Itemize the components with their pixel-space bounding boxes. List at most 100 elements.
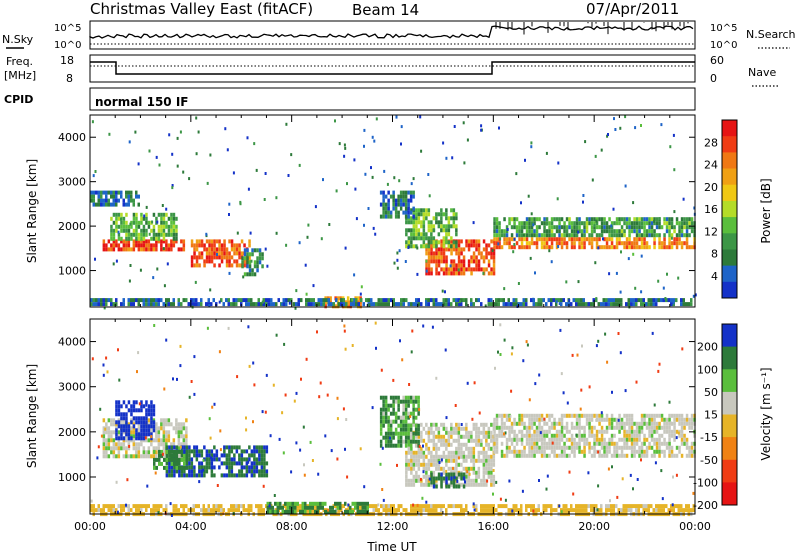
- heatmap-cell: [550, 298, 553, 303]
- heatmap-cell: [663, 441, 666, 446]
- heatmap-cell: [432, 298, 435, 303]
- heatmap-cell: [473, 381, 476, 385]
- heatmap-cell: [550, 302, 553, 307]
- heatmap-cell: [394, 427, 398, 432]
- heatmap-cell: [115, 198, 118, 203]
- heatmap-cell: [343, 143, 346, 147]
- heatmap-cell: [598, 217, 601, 222]
- heatmap-cell: [223, 247, 226, 252]
- heatmap-cell: [575, 229, 579, 234]
- heatmap-cell: [122, 504, 125, 509]
- heatmap-cell: [304, 509, 307, 514]
- heatmap-cell: [95, 302, 98, 307]
- heatmap-cell: [635, 380, 638, 384]
- heatmap-cell: [553, 425, 556, 430]
- heatmap-cell: [379, 423, 383, 428]
- heatmap-cell: [292, 302, 295, 307]
- heatmap-cell: [497, 504, 500, 509]
- heatmap-cell: [417, 208, 421, 213]
- heatmap-cell: [447, 438, 451, 443]
- heatmap-cell: [404, 427, 408, 432]
- heatmap-cell: [312, 284, 315, 288]
- heatmap-cell: [425, 216, 428, 221]
- heatmap-cell: [381, 488, 384, 491]
- heatmap-cell: [670, 429, 674, 434]
- heatmap-cell: [120, 194, 123, 199]
- heatmap-cell: [690, 421, 694, 426]
- heatmap-cell: [613, 433, 616, 438]
- heatmap-cell: [623, 429, 626, 434]
- heatmap-cell: [600, 413, 604, 418]
- heatmap-cell: [182, 442, 186, 447]
- heatmap-cell: [528, 413, 531, 418]
- heatmap-cell: [590, 225, 594, 230]
- heatmap-cell: [127, 424, 131, 429]
- heatmap-cell: [165, 243, 168, 248]
- heatmap-cell: [416, 272, 419, 276]
- heatmap-cell: [680, 245, 684, 250]
- heatmap-cell: [580, 449, 584, 454]
- heatmap-cell: [505, 425, 509, 430]
- heatmap-cell: [345, 302, 348, 307]
- heatmap-cell: [568, 437, 571, 442]
- heatmap-cell: [467, 482, 471, 487]
- heatmap-cell: [615, 425, 619, 430]
- heatmap-cell: [660, 417, 664, 422]
- heatmap-cell: [650, 429, 654, 434]
- heatmap-cell: [326, 509, 329, 514]
- nsearch-label: N.Search: [746, 28, 796, 41]
- heatmap-cell: [528, 225, 531, 230]
- heatmap-cell: [510, 302, 513, 307]
- nave-tick-top: 60: [710, 54, 724, 67]
- heatmap-cell: [203, 465, 206, 470]
- heatmap-cell: [592, 504, 595, 509]
- heatmap-cell: [407, 228, 411, 233]
- heatmap-cell: [279, 501, 282, 506]
- heatmap-cell: [404, 423, 408, 428]
- heatmap-cell: [650, 417, 654, 422]
- heatmap-cell: [462, 255, 466, 260]
- heatmap-cell: [435, 251, 438, 256]
- heatmap-cell: [342, 302, 345, 307]
- heatmap-cell: [573, 221, 576, 226]
- heatmap-cell: [628, 241, 631, 246]
- heatmap-cell: [452, 466, 454, 470]
- heatmap-cell: [459, 299, 461, 303]
- heatmap-cell: [653, 245, 656, 250]
- heatmap-cell: [137, 220, 141, 225]
- heatmap-cell: [165, 473, 169, 478]
- heatmap-cell: [185, 298, 188, 303]
- heatmap-cell: [532, 504, 535, 509]
- heatmap-cell: [623, 245, 626, 250]
- heatmap-cell: [213, 473, 216, 478]
- heatmap-cell: [238, 445, 241, 450]
- heatmap-cell: [314, 205, 317, 209]
- heatmap-cell: [506, 228, 509, 231]
- heatmap-cell: [117, 450, 121, 455]
- heatmap-cell: [266, 264, 269, 268]
- heatmap-cell: [420, 208, 423, 213]
- heatmap-cell: [251, 252, 254, 257]
- heatmap-cell: [147, 302, 150, 307]
- heatmap-cell: [634, 126, 637, 130]
- heatmap-cell: [329, 505, 332, 510]
- heatmap-cell: [213, 453, 216, 458]
- heatmap-cell: [265, 449, 269, 454]
- heatmap-cell: [645, 217, 649, 222]
- heatmap-cell: [402, 423, 405, 428]
- heatmap-cell: [175, 426, 178, 431]
- heatmap-cell: [135, 508, 138, 513]
- heatmap-cell: [638, 229, 641, 234]
- heatmap-cell: [442, 141, 445, 145]
- heatmap-cell: [510, 429, 514, 434]
- heatmap-cell: [632, 302, 635, 307]
- heatmap-cell: [580, 433, 584, 438]
- heatmap-cell: [450, 422, 453, 427]
- heatmap-cell: [623, 421, 626, 426]
- heatmap-cell: [503, 233, 506, 238]
- heatmap-cell: [542, 298, 545, 303]
- heatmap-cell: [467, 454, 471, 459]
- heatmap-cell: [262, 302, 265, 307]
- heatmap-cell: [435, 478, 438, 483]
- heatmap-cell: [344, 509, 347, 514]
